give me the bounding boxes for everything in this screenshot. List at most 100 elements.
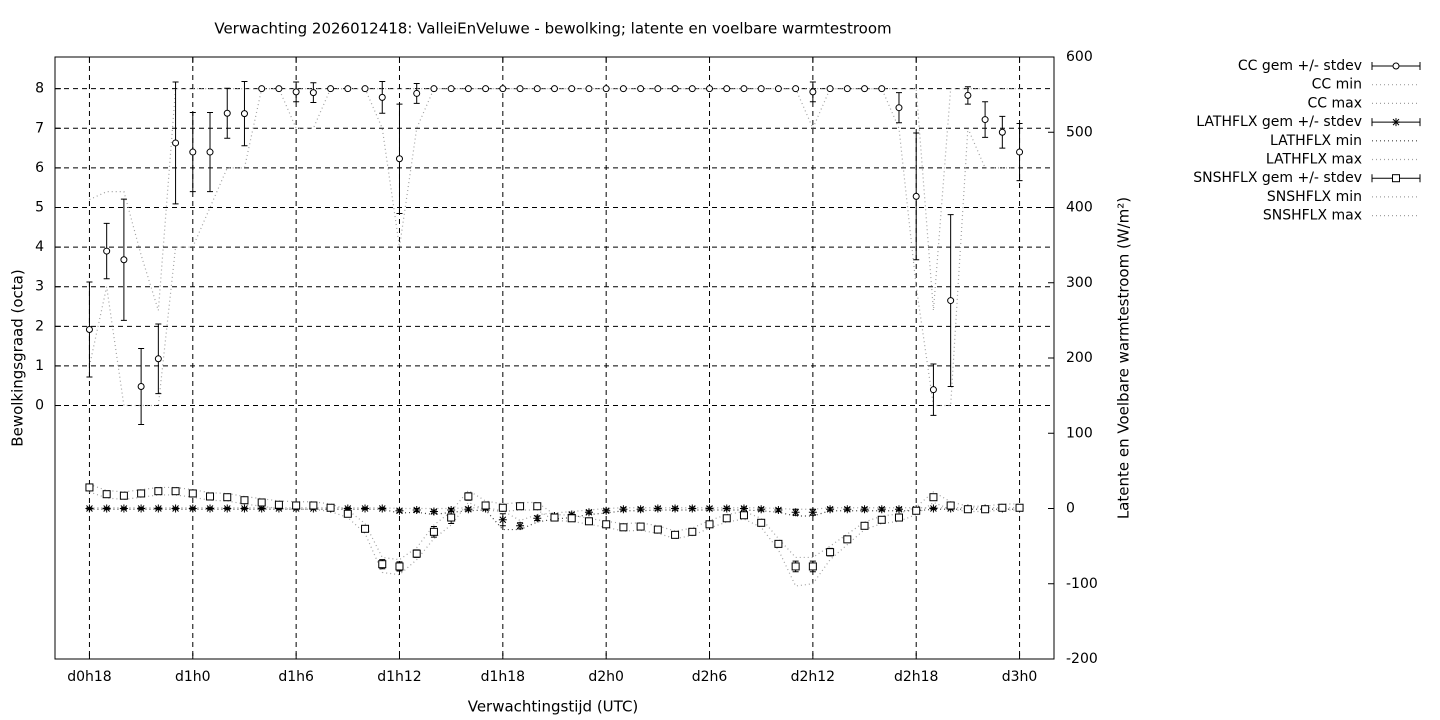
y2-axis-label: Latente en Voelbare warmtestroom (W/m²) (1115, 197, 1133, 519)
data-point (585, 85, 593, 93)
y-tick-label: 3 (35, 279, 44, 295)
data-point (429, 527, 438, 536)
data-point (550, 513, 559, 522)
legend-marker (1392, 62, 1400, 70)
x-tick-label: d1h6 (278, 669, 314, 685)
data-point (137, 504, 146, 513)
data-point (447, 506, 456, 515)
data-point (739, 511, 748, 520)
data-point (894, 513, 903, 522)
y2-tick-label: 600 (1066, 49, 1093, 65)
legend-label: LATHFLX min (1270, 133, 1362, 149)
data-point (826, 548, 835, 557)
data-point (533, 514, 542, 523)
data-point (102, 490, 111, 499)
data-point (137, 489, 146, 498)
data-point (378, 504, 387, 513)
x-tick-label: d1h12 (377, 669, 421, 685)
x-tick-label: d2h12 (791, 669, 835, 685)
data-point (240, 110, 248, 118)
data-point (309, 501, 318, 510)
data-point (206, 504, 215, 513)
legend-label: CC max (1307, 95, 1362, 111)
data-point (257, 498, 266, 507)
data-point (327, 85, 335, 93)
data-point (481, 501, 490, 510)
data-point (912, 192, 920, 200)
data-point (85, 325, 93, 333)
data-point (378, 560, 387, 569)
y-tick-label: 5 (35, 200, 44, 216)
data-point (739, 504, 748, 513)
data-point (636, 505, 645, 514)
data-point (877, 515, 886, 524)
data-point (929, 504, 938, 513)
y2-tick-label: 0 (1066, 501, 1075, 517)
data-point (413, 89, 421, 97)
data-point (808, 508, 817, 517)
data-point (395, 506, 404, 515)
x-tick-label: d2h18 (894, 669, 938, 685)
data-point (119, 491, 128, 500)
data-point (705, 504, 714, 513)
plot-frame (54, 56, 1055, 660)
data-point (774, 506, 783, 515)
y2-tick-label: 400 (1066, 200, 1093, 216)
data-point (119, 504, 128, 513)
data-point (516, 521, 525, 530)
data-point (602, 520, 611, 529)
y2-tick-label: 100 (1066, 425, 1093, 441)
data-point (602, 506, 611, 515)
data-point (619, 523, 628, 532)
data-point (378, 93, 386, 101)
y2-tick-label: 200 (1066, 350, 1093, 366)
data-point (964, 91, 972, 99)
data-point (344, 85, 352, 93)
data-point (653, 525, 662, 534)
y2-tick-label: 300 (1066, 275, 1093, 291)
x-axis-label: Verwachtingstijd (UTC) (468, 698, 639, 716)
data-point (877, 505, 886, 514)
data-point (154, 487, 163, 496)
data-point (189, 148, 197, 156)
y2-tick-label: -200 (1066, 651, 1098, 667)
y-tick-label: 8 (35, 81, 44, 97)
legend-label: SNSHFLX max (1263, 208, 1362, 224)
y-axis-label: Bewolkingsgraad (octa) (9, 269, 27, 446)
data-point (361, 85, 369, 93)
data-point (171, 487, 180, 496)
data-point (947, 297, 955, 305)
data-point (274, 500, 283, 509)
data-point (878, 85, 886, 93)
data-point (809, 88, 817, 96)
data-point (740, 85, 748, 93)
data-point (188, 489, 197, 498)
data-point (998, 503, 1007, 512)
data-point (482, 85, 490, 93)
data-point (929, 386, 937, 394)
data-point (981, 505, 990, 514)
data-point (516, 85, 524, 93)
data-point (464, 492, 473, 501)
data-point (654, 85, 662, 93)
data-point (498, 503, 507, 512)
data-point (85, 483, 94, 492)
data-point (223, 109, 231, 117)
legend-marker (1392, 174, 1400, 183)
data-point (619, 505, 628, 514)
data-point (860, 505, 869, 514)
data-point (551, 85, 558, 93)
data-point (861, 85, 869, 93)
data-point (464, 85, 472, 93)
data-point (946, 501, 955, 510)
data-point (172, 139, 180, 147)
data-point (688, 504, 697, 513)
data-point (774, 539, 783, 548)
data-point (206, 492, 215, 501)
data-point (567, 514, 576, 523)
data-point (533, 85, 541, 93)
data-point (843, 85, 851, 93)
data-point (912, 506, 921, 515)
legend-marker (1392, 118, 1400, 127)
